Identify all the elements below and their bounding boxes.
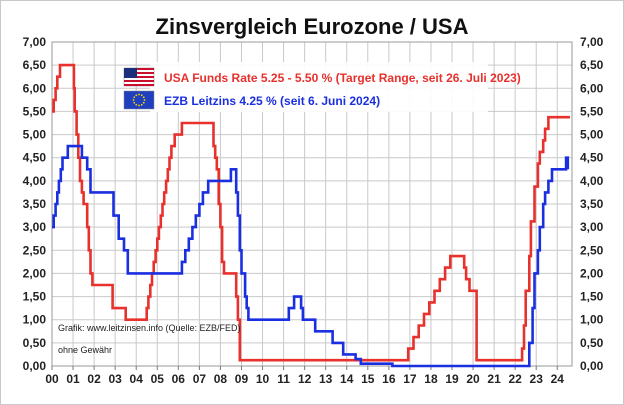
y-tick-left: 0,50 (23, 336, 47, 350)
y-tick-right: 2,50 (580, 243, 604, 257)
legend: USA Funds Rate 5.25 - 5.50 % (Target Ran… (123, 62, 521, 112)
x-tick-label: 10 (256, 372, 270, 386)
y-tick-right: 5,50 (580, 104, 604, 118)
y-tick-left: 3,00 (23, 220, 47, 234)
legend-label-eu: EZB Leitzins 4.25 % (seit 6. Juni 2024) (164, 94, 380, 108)
y-tick-left: 4,50 (23, 151, 47, 165)
y-tick-left: 1,00 (23, 313, 47, 327)
x-tick-label: 08 (214, 372, 228, 386)
eu-star (140, 103, 143, 106)
axes: 0,00 0,00 0,50 0,50 1,00 1,00 1,50 1,50 2,00 2,00… (23, 35, 604, 386)
x-tick-label: 05 (151, 372, 165, 386)
eu-star (138, 104, 140, 107)
x-tick-label: 19 (445, 372, 459, 386)
y-tick-left: 6,00 (23, 81, 47, 95)
y-tick-right: 2,00 (580, 266, 604, 280)
y-tick-right: 6,50 (580, 58, 604, 72)
y-tick-left: 6,50 (23, 58, 47, 72)
legend-background (150, 62, 488, 112)
y-tick-right: 1,50 (580, 290, 604, 304)
y-tick-right: 0,50 (580, 336, 604, 350)
x-tick-label: 22 (508, 372, 522, 386)
series-lines (52, 63, 570, 368)
x-tick-label: 07 (193, 372, 207, 386)
eu-star (135, 94, 138, 97)
eu-star (140, 94, 143, 97)
x-tick-label: 15 (361, 372, 375, 386)
y-tick-left: 2,00 (23, 266, 47, 280)
eu-star (138, 93, 140, 96)
x-tick-label: 00 (45, 372, 59, 386)
y-tick-right: 6,00 (580, 81, 604, 95)
x-tick-label: 02 (87, 372, 101, 386)
eu-star (133, 96, 136, 99)
y-tick-right: 0,00 (580, 359, 604, 373)
eu-star (142, 101, 145, 104)
source-note: Grafik: www.leitzinsen.info (Quelle: EZB… (58, 323, 241, 333)
y-tick-left: 3,50 (23, 197, 47, 211)
x-tick-label: 11 (277, 372, 290, 386)
y-tick-left: 4,00 (23, 174, 47, 188)
y-tick-left: 5,50 (23, 104, 47, 118)
x-tick-label: 12 (298, 372, 312, 386)
x-tick-label: 21 (487, 372, 501, 386)
y-tick-right: 3,00 (580, 220, 604, 234)
y-tick-right: 4,00 (580, 174, 604, 188)
eu-star (132, 99, 135, 101)
eu-star (133, 101, 136, 104)
y-tick-left: 2,50 (23, 243, 47, 257)
disclaimer-note: ohne Gewähr (58, 345, 112, 355)
us-funds-rate-line (52, 63, 570, 362)
x-tick-label: 01 (66, 372, 80, 386)
x-tick-label: 09 (235, 372, 249, 386)
legend-label-us: USA Funds Rate 5.25 - 5.50 % (Target Ran… (164, 71, 521, 85)
plot-area (51, 41, 573, 367)
y-tick-left: 5,00 (23, 128, 47, 142)
y-tick-left: 7,00 (23, 35, 47, 49)
ecb-rate-line (52, 144, 570, 368)
y-tick-right: 3,50 (580, 197, 604, 211)
x-tick-label: 20 (466, 372, 480, 386)
eu-star (142, 96, 145, 99)
x-tick-label: 03 (108, 372, 122, 386)
x-tick-label: 24 (551, 372, 565, 386)
eu-star (135, 103, 138, 106)
y-tick-right: 7,00 (580, 35, 604, 49)
eu-flag-icon (123, 90, 155, 110)
us-flag-icon (123, 67, 155, 87)
y-tick-right: 1,00 (580, 313, 604, 327)
chart-title: Zinsvergleich Eurozone / USA (156, 14, 469, 39)
y-tick-left: 1,50 (23, 290, 47, 304)
x-tick-label: 23 (530, 372, 544, 386)
y-tick-right: 5,00 (580, 128, 604, 142)
x-tick-label: 18 (424, 372, 438, 386)
x-tick-label: 06 (172, 372, 186, 386)
y-tick-right: 4,50 (580, 151, 604, 165)
x-tick-label: 16 (382, 372, 396, 386)
x-tick-label: 13 (319, 372, 333, 386)
eu-star (143, 99, 146, 101)
x-tick-label: 04 (130, 372, 144, 386)
x-tick-label: 17 (403, 372, 417, 386)
y-tick-left: 0,00 (23, 359, 47, 373)
x-tick-label: 14 (340, 372, 354, 386)
